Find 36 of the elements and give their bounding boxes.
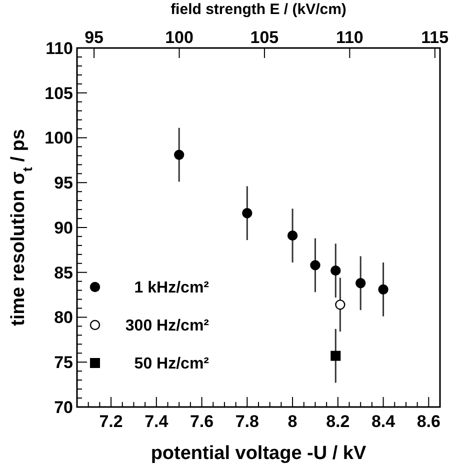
point [330, 350, 341, 361]
y-tick-label: 85 [54, 263, 73, 282]
x-tick-label: 7.6 [190, 412, 214, 431]
point [174, 150, 184, 160]
y-tick-label: 75 [54, 353, 73, 372]
x-axis-title: potential voltage -U / kV [150, 443, 367, 464]
y-tick-label: 70 [54, 398, 73, 417]
x-tick-label: 7.4 [144, 412, 169, 431]
x-tick-label: 8.2 [326, 412, 350, 431]
point [335, 300, 346, 310]
point [242, 208, 252, 218]
legend-label: 50 Hz/cm² [134, 356, 209, 373]
point [287, 230, 298, 241]
x2-tick-label: 110 [336, 28, 364, 47]
legend-label: 300 Hz/cm² [125, 318, 209, 335]
x-tick-label: 7.2 [99, 412, 123, 431]
y-tick-label: 80 [54, 308, 73, 328]
x2-tick-label: 105 [250, 28, 279, 47]
point [310, 260, 320, 270]
x2-axis-title: field strength E / (kV/cm) [170, 1, 346, 18]
y-tick-label: 105 [44, 84, 73, 103]
x2-tick-label: 100 [165, 28, 194, 47]
point [355, 278, 366, 288]
y-tick-label: 100 [44, 128, 73, 148]
legend-label: 1 kHz/cm² [134, 280, 209, 297]
x2-tick-label: 95 [84, 28, 104, 47]
y-tick-label: 110 [46, 38, 73, 58]
x-tick-label: 8.6 [416, 412, 440, 431]
x-tick-label: 7.8 [235, 412, 259, 431]
x-tick-label: 8 [288, 412, 298, 431]
x-tick-label: 8.4 [371, 412, 396, 431]
point [330, 265, 341, 276]
y-tick-label: 95 [54, 174, 73, 193]
point [378, 284, 388, 295]
y-tick-label: 90 [54, 218, 73, 238]
x2-tick-label: 115 [421, 28, 449, 47]
